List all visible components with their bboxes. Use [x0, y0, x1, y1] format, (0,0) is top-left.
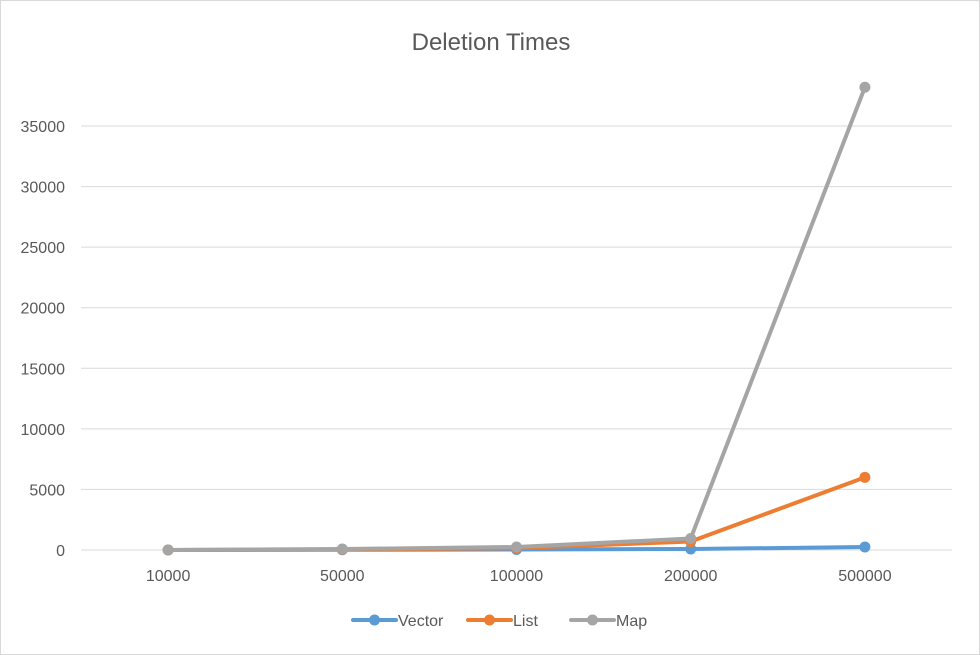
x-tick-label: 50000	[320, 568, 365, 585]
data-point	[859, 81, 871, 93]
legend-item: Vector	[351, 613, 444, 630]
x-tick-label: 100000	[490, 568, 543, 585]
data-point	[511, 541, 522, 553]
data-point	[162, 544, 174, 556]
y-tick-label: 10000	[21, 422, 66, 439]
series-line	[166, 85, 867, 552]
x-tick-label: 200000	[664, 568, 717, 585]
legend-point-marker	[484, 614, 495, 626]
data-point	[685, 532, 697, 544]
y-tick-label: 30000	[21, 180, 66, 197]
y-axis-ticks: 0 5000 10000 15000 20000 25000 30000 35000	[21, 119, 66, 560]
x-axis-ticks: 10000 50000 100000 200000 500000	[146, 568, 892, 585]
data-point	[859, 541, 871, 553]
x-tick-label: 500000	[838, 568, 891, 585]
series-line	[166, 475, 867, 552]
series-lines	[162, 81, 871, 556]
y-tick-label: 20000	[21, 301, 66, 318]
legend-point-marker	[369, 614, 380, 626]
y-tick-label: 35000	[21, 119, 66, 136]
x-tick-label: 10000	[146, 568, 191, 585]
legend-point-marker	[587, 614, 598, 626]
series-map	[162, 81, 871, 556]
legend: Vector List Map	[351, 613, 647, 630]
data-point	[859, 471, 871, 483]
y-tick-label: 15000	[21, 361, 66, 378]
legend-label: Vector	[398, 613, 444, 630]
legend-item: List	[466, 613, 538, 630]
y-tick-label: 5000	[29, 482, 65, 499]
legend-label: Map	[616, 613, 647, 630]
data-point	[336, 543, 348, 555]
gridlines	[81, 125, 952, 551]
y-tick-label: 0	[56, 543, 65, 560]
legend-item: Map	[569, 613, 647, 630]
y-tick-label: 25000	[21, 240, 66, 257]
chart-title: Deletion Times	[412, 29, 571, 56]
legend-label: List	[513, 613, 538, 630]
